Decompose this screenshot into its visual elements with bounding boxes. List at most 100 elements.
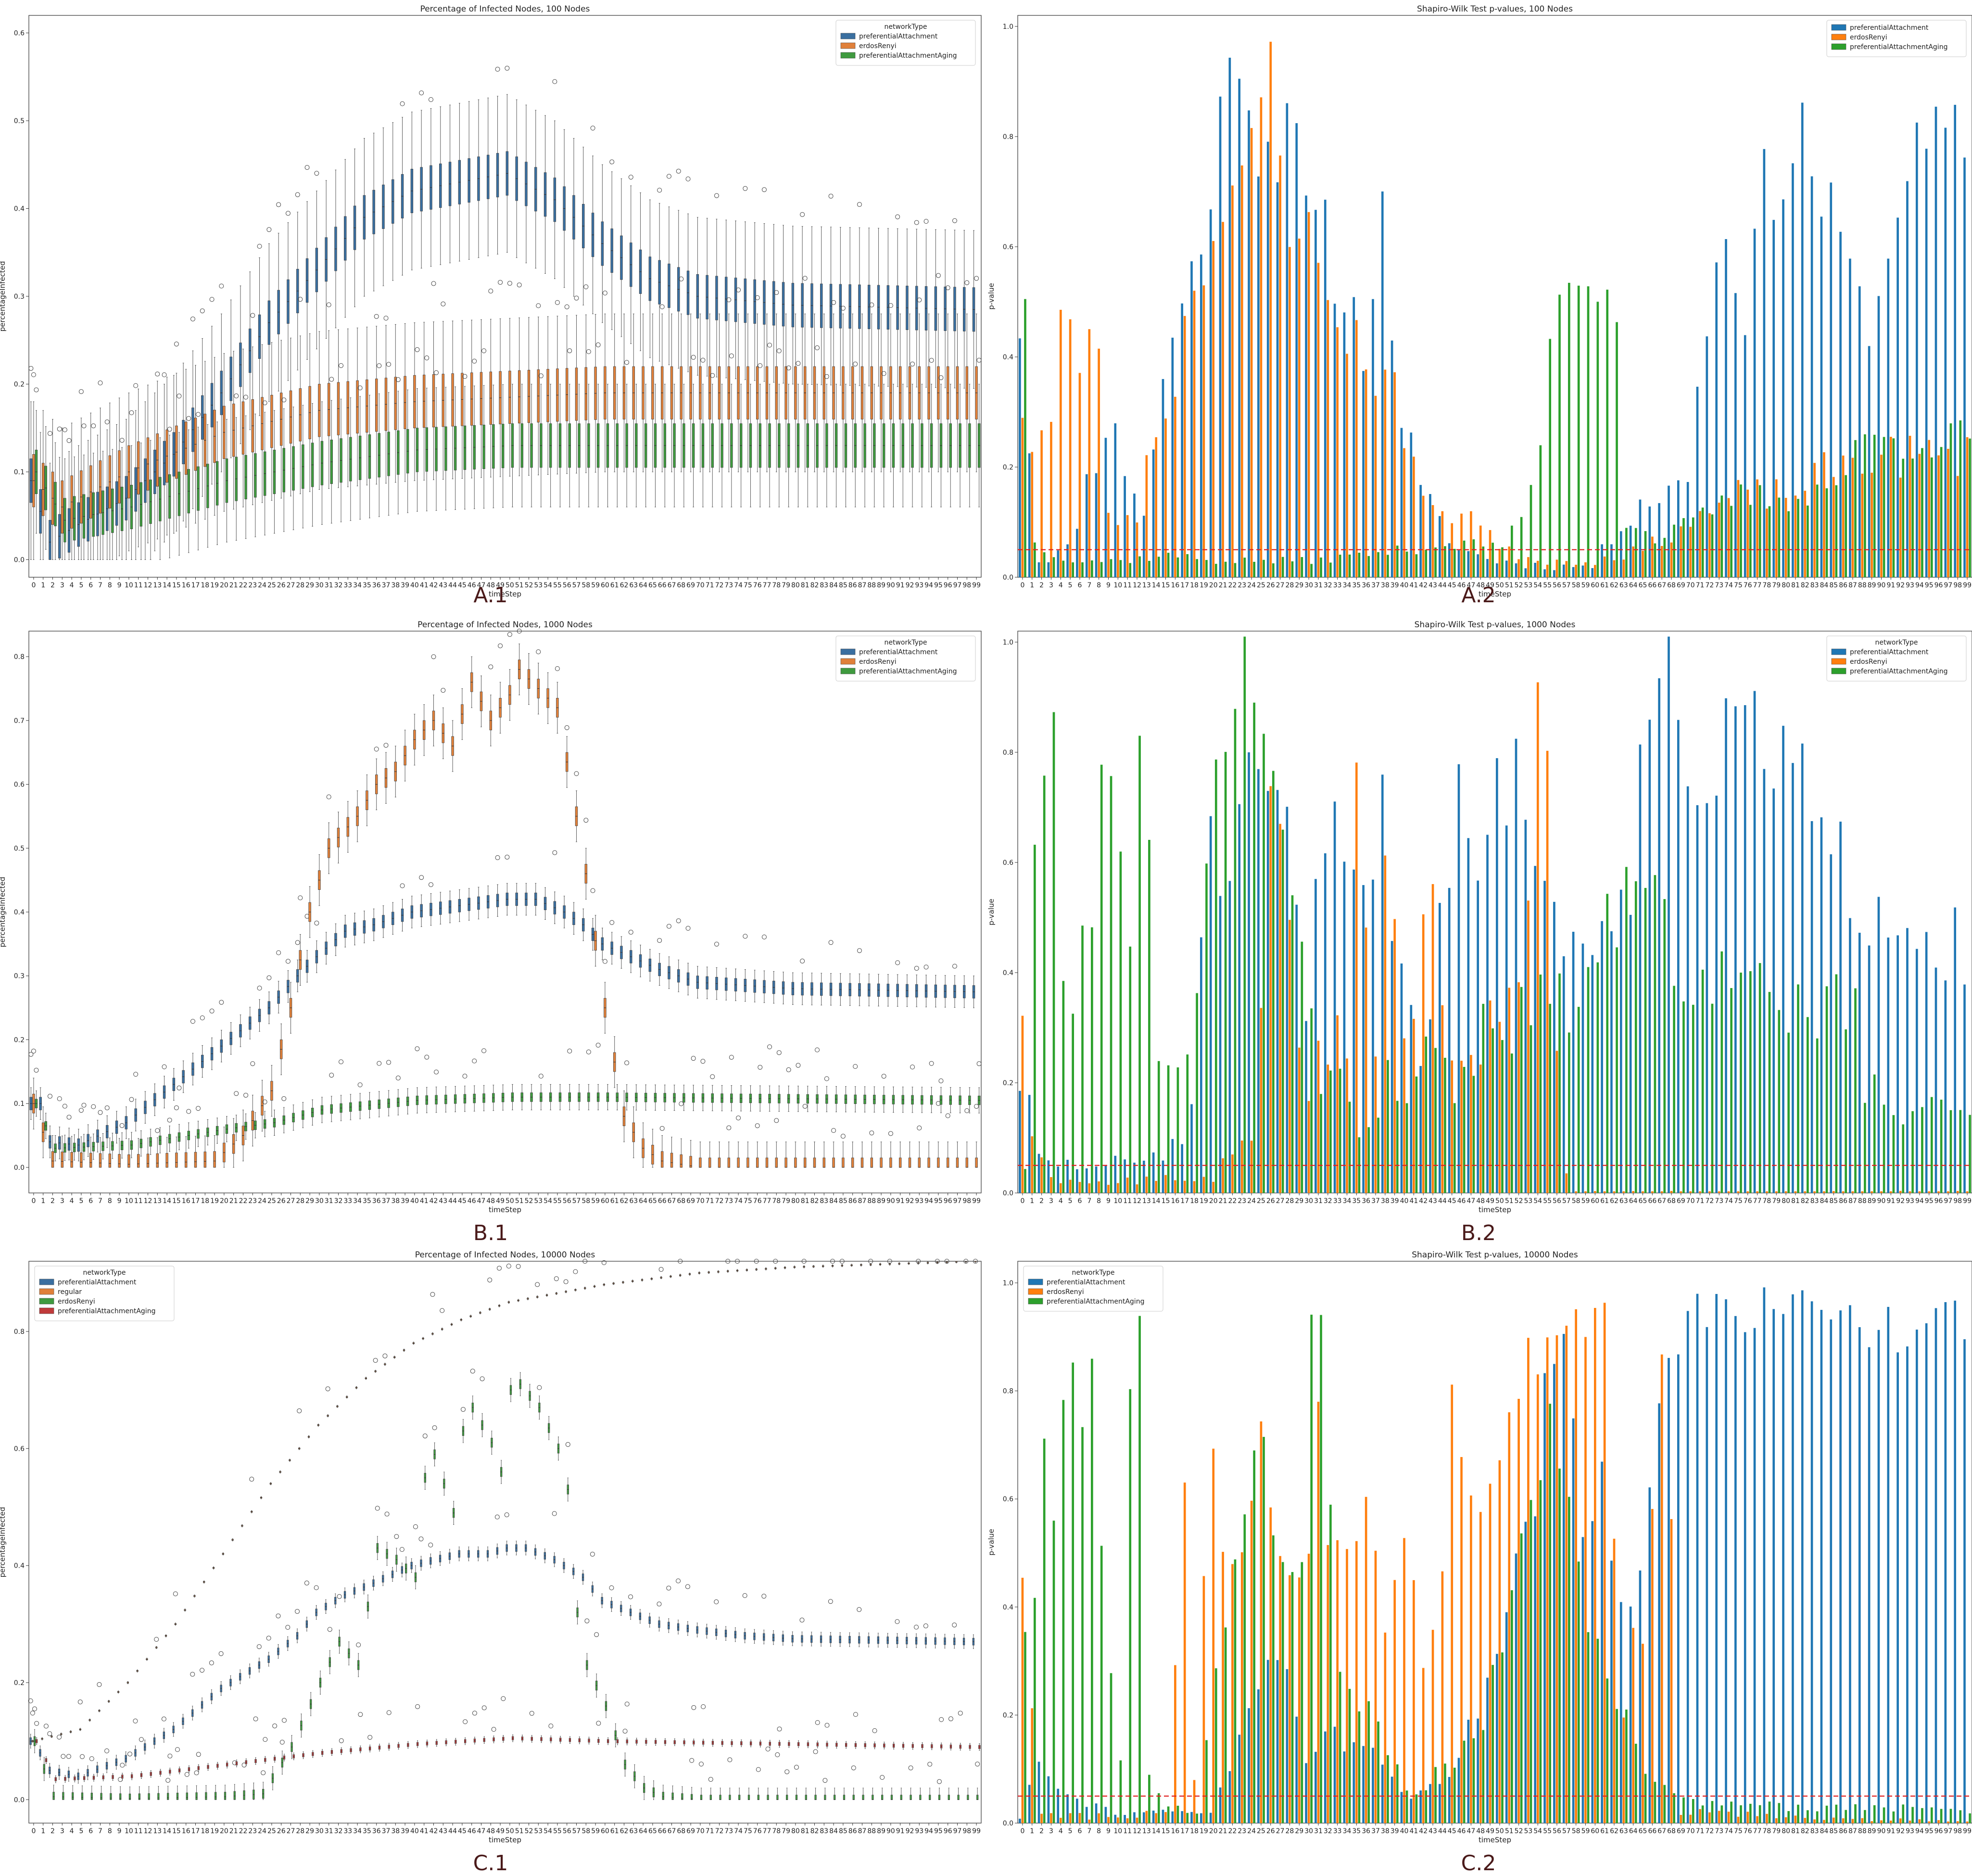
box xyxy=(80,1153,83,1167)
x-tick-label: 82 xyxy=(810,1197,819,1205)
bar-erdosRenyi xyxy=(1708,513,1711,577)
bar-preferentialAttachmentAging xyxy=(1282,557,1284,577)
x-tick-label: 24 xyxy=(258,1197,266,1205)
x-tick-label: 3 xyxy=(1049,582,1053,589)
y-tick-label: 0.4 xyxy=(14,205,25,213)
x-tick-label: 12 xyxy=(144,1197,152,1205)
box xyxy=(89,1153,92,1167)
x-tick-label: 44 xyxy=(1438,582,1447,589)
box xyxy=(699,1158,702,1167)
x-tick-label: 40 xyxy=(410,1197,419,1205)
y-tick-label: 0.2 xyxy=(14,381,25,389)
bar-preferentialAttachmentAging xyxy=(1167,553,1170,577)
x-tick-label: 94 xyxy=(924,1197,933,1205)
bar-preferentialAttachment xyxy=(1820,216,1823,577)
x-tick-label: 27 xyxy=(287,1197,295,1205)
bar-preferentialAttachment xyxy=(1515,563,1517,577)
x-tick-label: 30 xyxy=(315,1197,324,1205)
bar-preferentialAttachmentAging xyxy=(1367,556,1370,577)
x-tick-label: 92 xyxy=(906,582,914,589)
box xyxy=(185,1153,187,1167)
x-tick-label: 33 xyxy=(343,582,352,589)
x-tick-label: 20 xyxy=(220,582,228,589)
bar-preferentialAttachment xyxy=(1028,453,1031,577)
x-tick-label: 83 xyxy=(820,1197,828,1205)
bar-preferentialAttachment xyxy=(1801,102,1804,577)
box xyxy=(51,1152,54,1167)
x-tick-label: 55 xyxy=(553,582,562,589)
bar-preferentialAttachmentAging xyxy=(1215,564,1217,577)
bar-erdosRenyi xyxy=(1795,495,1797,577)
bar-preferentialAttachment xyxy=(1076,529,1078,577)
x-tick-label: 71 xyxy=(706,1197,714,1205)
x-tick-label: 16 xyxy=(182,1197,190,1205)
bar-preferentialAttachmentAging xyxy=(1654,544,1656,577)
bar-preferentialAttachment xyxy=(1945,127,1947,577)
x-tick-label: 53 xyxy=(534,1197,543,1205)
x-tick-label: 11 xyxy=(1123,582,1132,589)
bar-erdosRenyi xyxy=(1413,456,1415,577)
y-tick-label: 1.0 xyxy=(1003,23,1013,31)
bar-erdosRenyi xyxy=(1479,526,1482,577)
bar-erdosRenyi xyxy=(1737,480,1740,577)
bar-preferentialAttachment xyxy=(1534,563,1536,577)
bar-preferentialAttachmentAging xyxy=(1702,507,1704,577)
bar-preferentialAttachment xyxy=(1916,123,1918,577)
bar-erdosRenyi xyxy=(1355,320,1358,577)
x-tick-label: 73 xyxy=(1715,582,1723,589)
bar-erdosRenyi xyxy=(1432,505,1434,577)
x-tick-label: 36 xyxy=(1362,582,1370,589)
x-tick-label: 32 xyxy=(334,1197,343,1205)
bar-erdosRenyi xyxy=(1088,329,1090,577)
box xyxy=(166,1153,168,1167)
bar-preferentialAttachmentAging xyxy=(1778,497,1781,577)
bar-erdosRenyi xyxy=(1384,369,1387,577)
y-tick-label: 0.6 xyxy=(1003,243,1013,251)
x-tick-label: 53 xyxy=(534,582,543,589)
x-tick-label: 45 xyxy=(458,1197,467,1205)
bar-erdosRenyi xyxy=(1746,490,1749,577)
bar-preferentialAttachment xyxy=(1725,239,1727,577)
x-tick-label: 28 xyxy=(296,1197,304,1205)
bar-preferentialAttachment xyxy=(1429,494,1431,577)
bar-preferentialAttachment xyxy=(1057,550,1059,577)
x-tick-label: 75 xyxy=(1734,582,1743,589)
panel-B1: Percentage of Infected Nodes, 1000 Nodes… xyxy=(0,620,981,1214)
x-tick-label: 7 xyxy=(1087,582,1091,589)
x-tick-label: 88 xyxy=(1858,582,1867,589)
x-tick-label: 1 xyxy=(1030,582,1034,589)
legend-entry: preferentialAttachment xyxy=(859,33,938,40)
bar-preferentialAttachment xyxy=(1582,566,1584,577)
bar-erdosRenyi xyxy=(1317,263,1320,577)
bar-preferentialAttachmentAging xyxy=(1720,495,1723,577)
bar-preferentialAttachmentAging xyxy=(1272,563,1275,577)
box xyxy=(833,1158,835,1167)
bar-erdosRenyi xyxy=(1203,285,1205,577)
x-tick-label: 79 xyxy=(782,1197,790,1205)
bar-erdosRenyi xyxy=(1393,372,1396,577)
bar-preferentialAttachmentAging xyxy=(1196,559,1198,577)
x-tick-label: 49 xyxy=(496,1197,505,1205)
x-tick-label: 53 xyxy=(1524,582,1533,589)
bar-erdosRenyi xyxy=(1279,155,1281,577)
box xyxy=(49,520,51,559)
bar-erdosRenyi xyxy=(1966,437,1969,577)
bar-preferentialAttachment xyxy=(1219,97,1222,577)
x-tick-label: 26 xyxy=(1266,582,1275,589)
x-tick-label: 38 xyxy=(391,1197,400,1205)
x-tick-label: 18 xyxy=(201,1197,209,1205)
bar-preferentialAttachmentAging xyxy=(1597,302,1599,577)
bar-erdosRenyi xyxy=(1269,42,1272,577)
x-tick-label: 44 xyxy=(448,1197,457,1205)
x-tick-label: 2 xyxy=(1039,582,1044,589)
x-tick-label: 34 xyxy=(1343,582,1352,589)
x-tick-label: 73 xyxy=(724,1197,733,1205)
x-tick-label: 85 xyxy=(839,1197,847,1205)
box xyxy=(728,1158,730,1167)
bar-erdosRenyi xyxy=(1756,480,1758,577)
bar-preferentialAttachmentAging xyxy=(1807,506,1809,577)
x-tick-label: 21 xyxy=(229,582,238,589)
x-tick-label: 40 xyxy=(1400,582,1409,589)
y-tick-label: 0.5 xyxy=(14,117,25,125)
bar-erdosRenyi xyxy=(1212,241,1214,577)
